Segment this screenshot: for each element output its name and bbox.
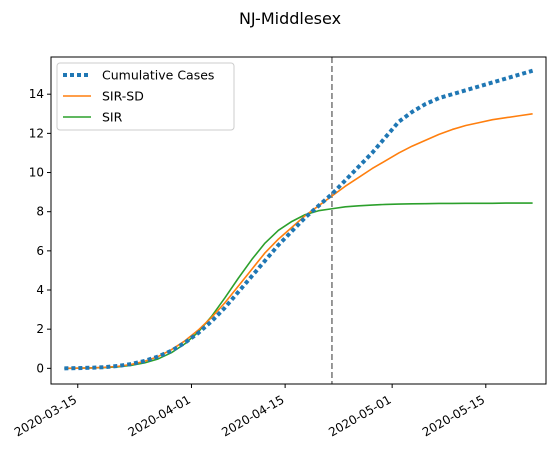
y-tick-label: 2 — [36, 322, 44, 336]
legend-box — [56, 62, 235, 131]
y-tick-label: 0 — [36, 361, 44, 375]
plot-frame — [50, 56, 547, 385]
legend-label: SIR-SD — [102, 89, 144, 104]
chart-title: NJ-Middlesex — [239, 9, 341, 28]
y-axis: 0 2 4 6 8 10 12 14 — [29, 87, 51, 375]
y-tick-label: 12 — [29, 126, 44, 140]
y-tick-label: 4 — [36, 283, 44, 297]
legend-entries: Cumulative Cases SIR-SD SIR — [63, 68, 214, 125]
legend-label: Cumulative Cases — [102, 68, 214, 83]
legend: Cumulative Cases SIR-SD SIR — [56, 62, 235, 131]
legend-label: SIR — [102, 110, 123, 125]
y-tick-label: 8 — [36, 205, 44, 219]
series-layer — [64, 68, 534, 371]
y-tick-label: 10 — [29, 166, 44, 180]
series-line-cumulative-cases — [64, 68, 534, 371]
y-tick-label: 14 — [29, 87, 44, 101]
y-tick-label: 6 — [36, 244, 44, 258]
